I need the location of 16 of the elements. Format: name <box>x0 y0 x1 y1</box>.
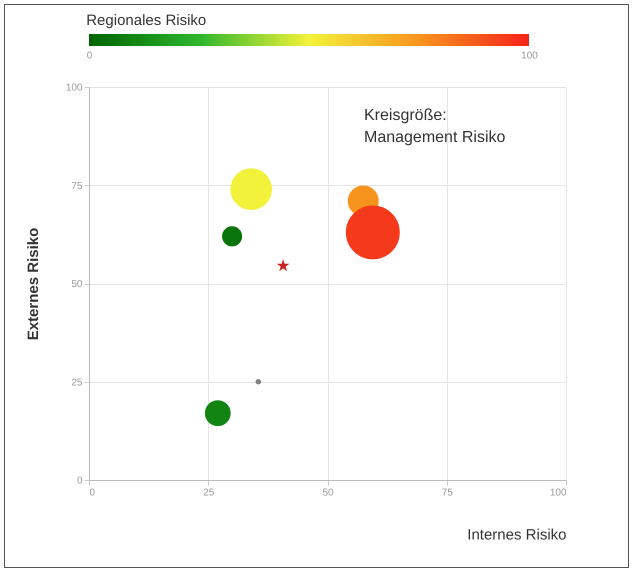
color-bar-label: 100 <box>521 50 538 62</box>
y-tick-label: 25 <box>71 377 83 388</box>
y-tick-label: 75 <box>71 180 83 192</box>
y-tick-label: 50 <box>71 279 83 290</box>
annotation: Kreisgröße: Management Risiko <box>364 107 506 146</box>
x-tick-label: 0 <box>90 488 96 498</box>
x-axis-title: Internes Risiko <box>467 526 566 544</box>
y-axis-title: Externes Risiko <box>24 228 42 340</box>
x-tick-label: 100 <box>550 488 567 498</box>
color-bar-title: Regionales Risiko <box>86 12 206 29</box>
y-tick-label: 0 <box>76 476 83 486</box>
x-tick-label: 50 <box>322 488 334 498</box>
color-bar-label: 0 <box>86 50 93 62</box>
x-tick-label: 75 <box>442 488 454 498</box>
x-tick-label: 25 <box>203 488 215 498</box>
y-tick-label: 100 <box>66 82 83 94</box>
